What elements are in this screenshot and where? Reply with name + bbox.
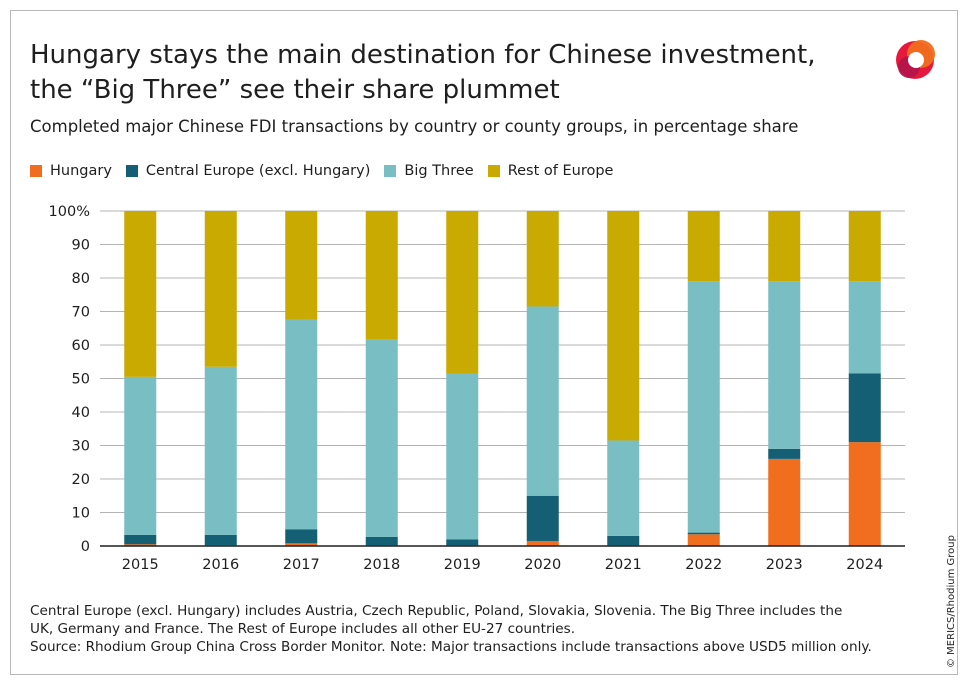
legend-item-hungary: Hungary bbox=[30, 163, 112, 179]
chart-subtitle: Completed major Chinese FDI transactions… bbox=[30, 117, 799, 136]
bar-hungary-2024 bbox=[848, 442, 881, 546]
bar-central-europe-2020 bbox=[526, 495, 559, 541]
y-tick-label: 60 bbox=[72, 338, 90, 354]
bar-big-three-2018 bbox=[365, 339, 398, 537]
legend-label-hungary: Hungary bbox=[50, 163, 112, 179]
chart-frame bbox=[10, 10, 958, 675]
legend-label-big-three: Big Three bbox=[404, 163, 474, 179]
y-tick-label: 90 bbox=[72, 238, 90, 254]
y-tick-label: 10 bbox=[72, 506, 90, 522]
y-tick-label: 0 bbox=[81, 539, 90, 555]
y-tick-label: 80 bbox=[72, 271, 90, 287]
x-tick-label: 2021 bbox=[605, 557, 642, 573]
x-tick-label: 2022 bbox=[685, 557, 722, 573]
bar-central-europe-2018 bbox=[365, 536, 398, 546]
x-tick-label: 2017 bbox=[283, 557, 320, 573]
bar-big-three-2021 bbox=[607, 440, 640, 536]
legend-swatch-rest-of-europe bbox=[487, 165, 500, 177]
bar-rest-of-europe-2019 bbox=[446, 211, 479, 374]
bar-big-three-2024 bbox=[848, 281, 881, 374]
y-tick-label: 40 bbox=[72, 405, 90, 421]
bar-hungary-2023 bbox=[768, 458, 801, 546]
x-tick-label: 2018 bbox=[363, 557, 400, 573]
x-tick-label: 2016 bbox=[202, 557, 239, 573]
bar-big-three-2022 bbox=[687, 281, 720, 533]
bar-hungary-2022 bbox=[687, 534, 720, 546]
bar-central-europe-2017 bbox=[285, 529, 318, 544]
bar-central-europe-2023 bbox=[768, 448, 801, 459]
x-tick-label: 2023 bbox=[766, 557, 803, 573]
y-tick-label: 20 bbox=[72, 472, 90, 488]
legend-label-rest-of-europe: Rest of Europe bbox=[507, 163, 614, 179]
bar-big-three-2023 bbox=[768, 281, 801, 449]
chart-legend: Hungary Central Europe (excl. Hungary) B… bbox=[30, 163, 627, 179]
bar-hungary-2020 bbox=[526, 540, 559, 546]
copyright-credit: © MERICS/Rhodium Group bbox=[946, 535, 957, 668]
bar-central-europe-2024 bbox=[848, 373, 881, 443]
chart-notes: Central Europe (excl. Hungary) includes … bbox=[30, 602, 910, 656]
bar-rest-of-europe-2022 bbox=[687, 211, 720, 282]
note-line-1: Central Europe (excl. Hungary) includes … bbox=[30, 603, 843, 619]
bar-central-europe-2022 bbox=[687, 532, 720, 535]
bar-central-europe-2019 bbox=[446, 539, 479, 546]
bar-big-three-2020 bbox=[526, 306, 559, 496]
legend-swatch-central-europe bbox=[125, 165, 138, 177]
bar-central-europe-2016 bbox=[204, 534, 237, 545]
legend-item-rest-of-europe: Rest of Europe bbox=[487, 163, 614, 179]
bar-central-europe-2015 bbox=[124, 534, 157, 545]
legend-label-central-europe: Central Europe (excl. Hungary) bbox=[145, 163, 371, 179]
bar-hungary-2015 bbox=[124, 544, 157, 546]
bar-central-europe-2021 bbox=[607, 535, 640, 546]
legend-item-big-three: Big Three bbox=[384, 163, 474, 179]
x-tick-label: 2024 bbox=[846, 557, 883, 573]
x-tick-label: 2019 bbox=[444, 557, 481, 573]
legend-swatch-big-three bbox=[384, 165, 397, 177]
bar-big-three-2015 bbox=[124, 376, 157, 535]
legend-item-central-europe: Central Europe (excl. Hungary) bbox=[125, 163, 371, 179]
bar-hungary-2017 bbox=[285, 543, 318, 546]
bar-big-three-2019 bbox=[446, 373, 479, 540]
bar-rest-of-europe-2020 bbox=[526, 211, 559, 307]
merics-logo-icon bbox=[896, 40, 935, 79]
y-tick-label: 100% bbox=[49, 204, 90, 220]
bar-rest-of-europe-2017 bbox=[285, 211, 318, 320]
legend-swatch-hungary bbox=[30, 165, 42, 177]
bar-big-three-2016 bbox=[204, 366, 237, 535]
bar-rest-of-europe-2023 bbox=[768, 211, 801, 282]
bar-rest-of-europe-2015 bbox=[124, 211, 157, 377]
bar-rest-of-europe-2016 bbox=[204, 211, 237, 367]
bar-rest-of-europe-2018 bbox=[365, 211, 398, 340]
chart-title: Hungary stays the main destination for C… bbox=[30, 40, 816, 105]
y-tick-label: 30 bbox=[72, 439, 90, 455]
y-tick-label: 70 bbox=[72, 305, 90, 321]
x-tick-label: 2015 bbox=[122, 557, 159, 573]
bar-rest-of-europe-2024 bbox=[848, 211, 881, 282]
x-tick-label: 2020 bbox=[524, 557, 561, 573]
note-line-2: UK, Germany and France. The Rest of Euro… bbox=[30, 621, 576, 637]
y-tick-label: 50 bbox=[72, 372, 90, 388]
source-line: Source: Rhodium Group China Cross Border… bbox=[30, 639, 872, 655]
bar-big-three-2017 bbox=[285, 319, 318, 530]
bar-rest-of-europe-2021 bbox=[607, 211, 640, 441]
